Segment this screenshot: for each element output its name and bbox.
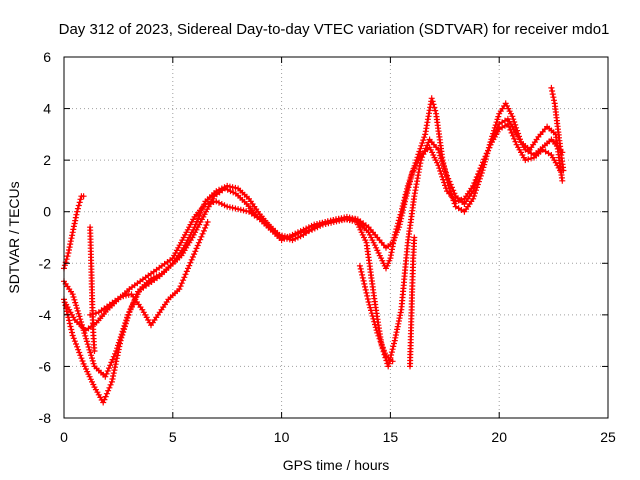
x-axis-label: GPS time / hours [283,457,390,473]
y-tick-label: 4 [43,101,51,117]
series-markers [87,219,211,329]
x-tick-label: 15 [383,429,399,445]
series-markers [356,262,396,365]
plot-frame [63,56,609,419]
series-track-c [61,193,87,272]
y-axis-label: SDTVAR / TECUs [6,181,22,293]
x-tick-label: 0 [60,429,68,445]
axis-ticks: 0 5 10 15 20 25 -8 -6 -4 -2 0 2 4 6 [39,49,616,445]
series-line [62,117,564,378]
series-markers [61,193,87,272]
series-markers [548,84,567,174]
grid [64,57,608,418]
x-tick-label: 5 [169,429,177,445]
x-tick-label: 25 [600,429,616,445]
series-markers [87,224,98,354]
series-track-d [61,115,566,380]
series-track-f [87,224,98,354]
y-tick-label: 0 [43,204,51,220]
y-tick-label: 2 [43,152,51,168]
y-tick-label: -2 [39,255,52,271]
series-track-i [548,84,567,174]
series-markers [407,234,418,370]
y-tick-label: -6 [39,358,52,374]
data-series [61,84,567,406]
y-tick-label: -8 [39,410,52,426]
chart-title: Day 312 of 2023, Sidereal Day-to-day VTE… [59,21,610,38]
x-tick-label: 10 [274,429,290,445]
y-tick-label: -4 [39,307,52,323]
series-line [62,97,564,404]
series-track-h [407,234,418,370]
series-track-g [356,262,396,365]
series-markers [61,115,566,380]
x-tick-label: 20 [491,429,507,445]
series-track-e [87,219,211,329]
y-tick-label: 6 [43,49,51,65]
